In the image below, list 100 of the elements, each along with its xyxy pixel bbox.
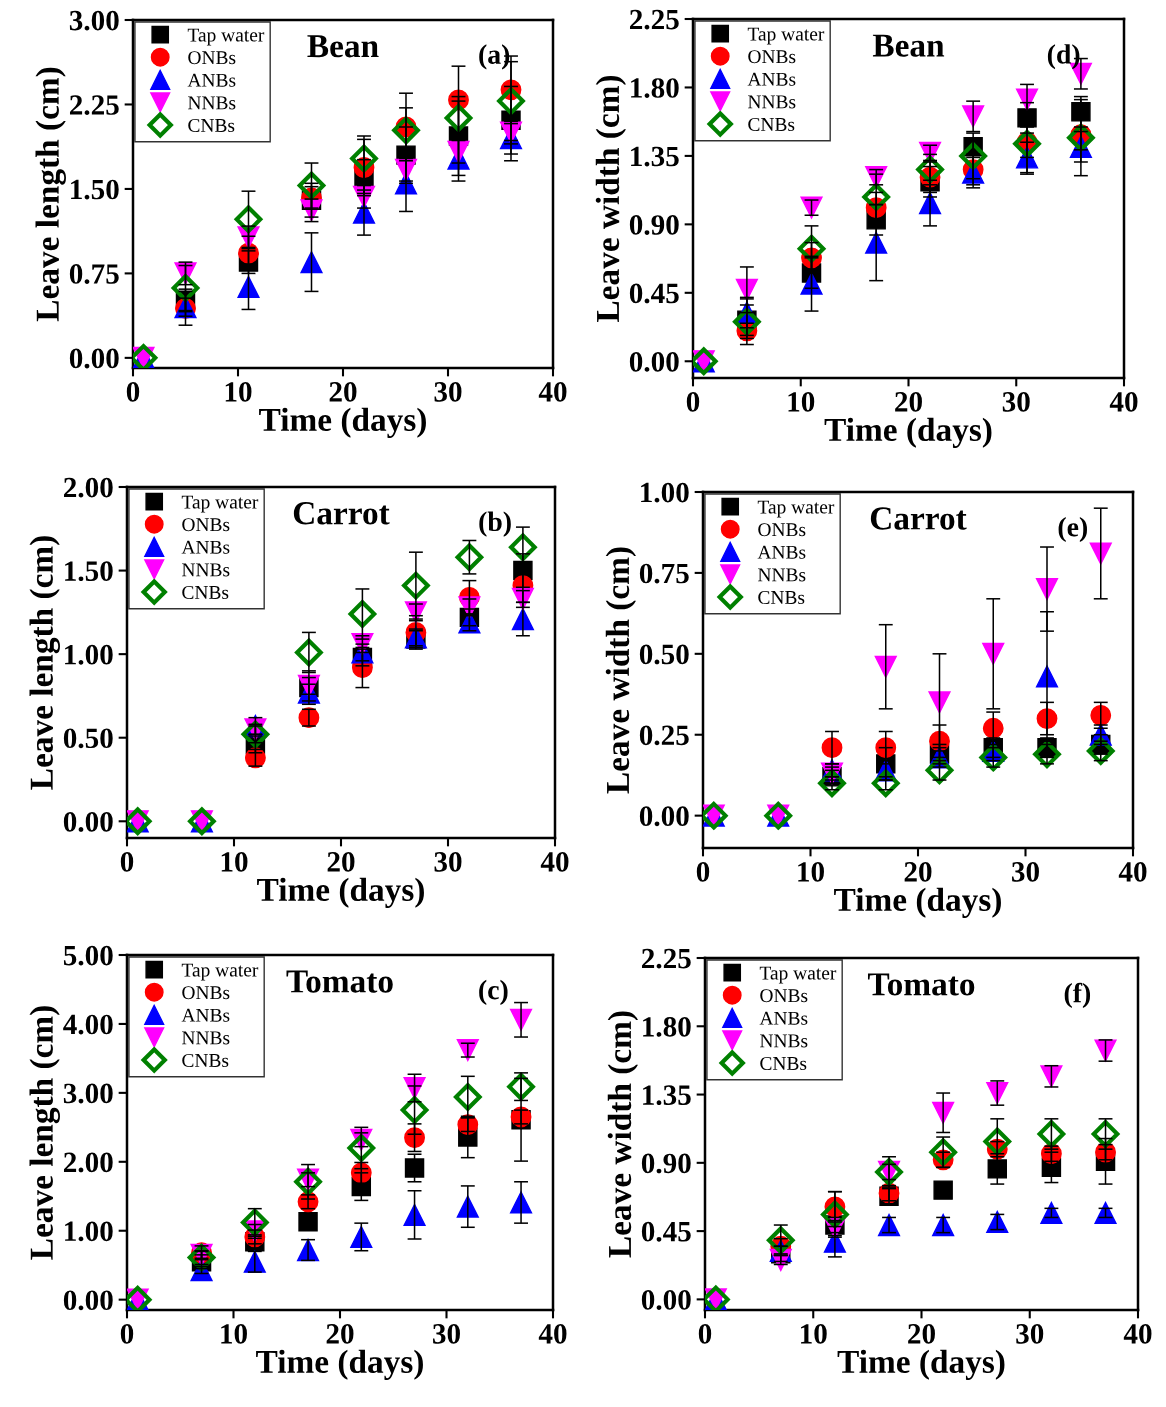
y-tick-label: 2.00 <box>63 477 113 498</box>
legend-label: NNBs <box>748 95 796 109</box>
x-tick-label: 10 <box>221 852 248 872</box>
x-tick-label: 20 <box>326 1324 354 1344</box>
x-tick-label: 40 <box>1118 862 1147 882</box>
annotation: (b) <box>479 511 511 537</box>
chart-title: Bean <box>307 35 379 58</box>
y-tick-label: 0.50 <box>639 644 689 665</box>
annotation: (e) <box>1058 516 1087 543</box>
y-tick-label: 1.35 <box>631 146 679 167</box>
y-tick-label: 0.25 <box>639 725 689 746</box>
x-tick-label: 20 <box>908 1324 935 1344</box>
y-tick-label: 0.00 <box>63 1290 113 1311</box>
x-tick-label: 10 <box>801 1324 827 1344</box>
legend-label: NNBs <box>188 96 236 110</box>
x-tick-label: 20 <box>327 852 355 872</box>
y-axis-title: Leave length (cm) <box>29 536 60 790</box>
y-tick-label: 0.00 <box>629 351 679 372</box>
y-tick-label: 1.00 <box>641 482 689 503</box>
y-tick-label: 0.75 <box>639 563 689 584</box>
x-tick-label: 0 <box>696 862 710 882</box>
x-tick-label: 40 <box>538 1324 567 1344</box>
legend-label: ANBs <box>181 1008 230 1022</box>
legend-label: NNBs <box>182 563 230 577</box>
x-tick-label: 30 <box>434 852 462 872</box>
legend-label: Tap water <box>181 495 259 513</box>
y-tick-label: 0.00 <box>63 812 113 832</box>
legend-label: ANBs <box>759 1011 808 1025</box>
legend-label: CNBs <box>758 590 805 605</box>
annotation: (f) <box>1064 982 1091 1009</box>
y-tick-label: 0.00 <box>69 348 119 369</box>
y-tick-label: 1.00 <box>65 644 113 665</box>
legend-label: Tap water <box>187 28 265 46</box>
y-tick-label: 4.00 <box>63 1014 113 1035</box>
x-tick-label: 40 <box>538 382 567 402</box>
legend-label: ANBs <box>187 73 236 87</box>
x-tick-label: 40 <box>540 852 569 872</box>
x-tick-label: 10 <box>225 382 252 402</box>
x-axis-title: Time (days) <box>824 417 992 448</box>
x-tick-label: 40 <box>1109 392 1138 412</box>
legend-label: ONBs <box>182 986 230 1000</box>
x-tick-label: 30 <box>433 1324 460 1344</box>
x-axis-title: Time (days) <box>834 887 1001 918</box>
y-tick-label: 0.00 <box>639 806 689 827</box>
x-tick-label: 30 <box>434 382 462 402</box>
y-tick-label: 1.50 <box>71 179 119 200</box>
x-tick-label: 0 <box>120 852 134 872</box>
x-tick-label: 10 <box>221 1324 247 1344</box>
y-tick-label: 1.00 <box>65 1221 113 1242</box>
y-tick-label: 0.45 <box>641 1221 691 1242</box>
chart-title: Carrot <box>870 507 967 530</box>
annotation: (c) <box>479 979 508 1006</box>
y-tick-label: 2.25 <box>641 948 691 969</box>
legend-label: CNBs <box>188 118 235 133</box>
x-axis-title: Time (days) <box>259 407 426 438</box>
y-tick-label: 1.80 <box>643 1017 691 1037</box>
y-tick-label: 1.80 <box>631 78 679 98</box>
x-tick-label: 10 <box>798 862 824 882</box>
y-tick-label: 0.90 <box>629 215 679 235</box>
x-tick-label: 0 <box>686 392 700 412</box>
annotation: (d) <box>1047 44 1080 70</box>
legend-label: ONBs <box>182 518 230 532</box>
x-tick-label: 40 <box>1123 1324 1152 1344</box>
x-tick-label: 20 <box>904 862 932 882</box>
x-tick-label: 20 <box>329 382 357 402</box>
chart-title: Bean <box>872 34 945 57</box>
legend-label: ONBs <box>760 989 808 1003</box>
legend-label: Tap water <box>757 500 835 518</box>
y-tick-label: 0.75 <box>69 264 119 284</box>
legend-label: ANBs <box>757 545 806 559</box>
y-tick-label: 0.90 <box>641 1153 691 1174</box>
y-tick-label: 1.35 <box>643 1085 691 1106</box>
chart-title: Tomato <box>867 973 975 996</box>
x-axis-title: Time (days) <box>837 1349 1005 1380</box>
legend-label: Tap water <box>759 966 837 984</box>
y-axis-title: Leave width (cm) <box>607 1011 638 1258</box>
legend-label: Tap water <box>181 963 259 981</box>
y-tick-label: 2.25 <box>629 9 679 30</box>
x-tick-label: 0 <box>120 1324 134 1344</box>
x-tick-label: 30 <box>1016 1324 1044 1344</box>
legend-label: CNBs <box>182 1053 229 1068</box>
y-tick-label: 3.00 <box>69 10 119 31</box>
chart-title: Tomato <box>286 970 393 993</box>
legend-label: ANBs <box>747 72 796 86</box>
y-tick-label: 1.50 <box>65 561 113 582</box>
annotation: (a) <box>479 44 510 70</box>
legend-label: Tap water <box>747 27 825 45</box>
x-tick-label: 30 <box>1002 392 1030 412</box>
y-axis-title: Leave width (cm) <box>605 547 636 794</box>
legend-label: ONBs <box>748 50 796 64</box>
legend-label: ANBs <box>181 540 230 554</box>
legend-label: CNBs <box>182 585 229 600</box>
legend-label: NNBs <box>758 568 806 582</box>
legend-label: CNBs <box>748 117 795 132</box>
y-axis-title: Leave length (cm) <box>29 1006 60 1260</box>
y-tick-label: 5.00 <box>63 945 113 966</box>
legend-label: CNBs <box>760 1056 807 1071</box>
x-tick-label: 0 <box>698 1324 712 1344</box>
legend-label: ONBs <box>188 51 236 65</box>
y-tick-label: 3.00 <box>63 1083 113 1104</box>
